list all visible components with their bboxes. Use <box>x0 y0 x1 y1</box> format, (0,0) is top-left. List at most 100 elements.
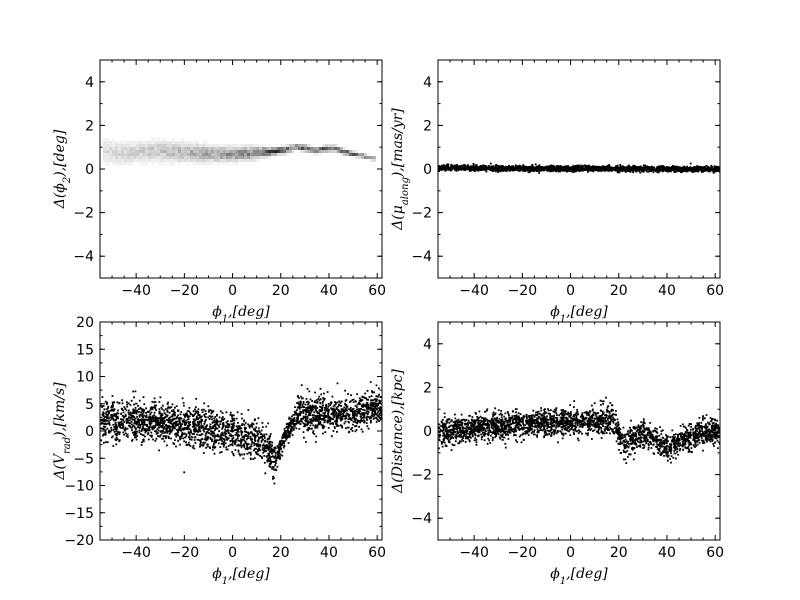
heatmap-cell <box>130 150 133 153</box>
heatmap-cell <box>244 147 247 150</box>
heatmap-cell <box>154 144 157 147</box>
heatmap-cell <box>226 153 229 156</box>
heatmap-cell <box>157 138 160 141</box>
heatmap-cell <box>106 156 109 159</box>
heatmap-cell <box>109 147 112 150</box>
heatmap-cell <box>115 162 118 165</box>
x-tick-label: −20 <box>508 283 538 299</box>
heatmap-cell <box>154 141 157 144</box>
y-tick-label: −20 <box>64 533 94 549</box>
x-tick-label: −20 <box>170 545 200 561</box>
heatmap-cell <box>223 159 226 162</box>
heatmap-cell <box>178 156 181 159</box>
heatmap-cell <box>196 153 199 156</box>
heatmap-cell <box>334 144 337 147</box>
heatmap-cell <box>157 147 160 150</box>
heatmap-cell <box>136 153 139 156</box>
heatmap-cell <box>133 156 136 159</box>
heatmap-cell <box>208 153 211 156</box>
heatmap-cell <box>262 156 265 159</box>
heatmap-cell <box>112 138 115 141</box>
heatmap-cell <box>145 144 148 147</box>
heatmap-cell <box>136 144 139 147</box>
heatmap-cell <box>349 150 352 153</box>
y-tick-label: 0 <box>423 162 432 178</box>
heatmap-cell <box>121 156 124 159</box>
data-marks <box>103 138 376 165</box>
heatmap-cell <box>253 159 256 162</box>
heatmap-cell <box>106 144 109 147</box>
heatmap-cell <box>232 162 235 165</box>
heatmap-cell <box>301 147 304 150</box>
heatmap-cell <box>304 147 307 150</box>
heatmap-cell <box>208 144 211 147</box>
heatmap-cell <box>232 153 235 156</box>
heatmap-cell <box>169 156 172 159</box>
heatmap-cell <box>232 156 235 159</box>
y-tick-label: −4 <box>73 249 94 265</box>
heatmap-cell <box>214 144 217 147</box>
heatmap-cell <box>136 147 139 150</box>
heatmap-cell <box>178 147 181 150</box>
x-tick-label: 20 <box>272 545 290 561</box>
heatmap-cell <box>220 144 223 147</box>
heatmap-cell <box>166 156 169 159</box>
heatmap-cell <box>193 144 196 147</box>
heatmap-cell <box>331 150 334 153</box>
heatmap-cell <box>169 150 172 153</box>
heatmap-cell <box>175 150 178 153</box>
x-tick-label: 20 <box>610 545 628 561</box>
heatmap-cell <box>187 159 190 162</box>
heatmap-cell <box>214 159 217 162</box>
heatmap-cell <box>190 159 193 162</box>
heatmap-cell <box>325 144 328 147</box>
heatmap-cell <box>313 147 316 150</box>
heatmap-cell <box>112 141 115 144</box>
heatmap-cell <box>163 162 166 165</box>
heatmap-cell <box>178 153 181 156</box>
heatmap-cell <box>103 138 106 141</box>
heatmap-cell <box>109 153 112 156</box>
heatmap-cell <box>172 144 175 147</box>
heatmap-cell <box>127 153 130 156</box>
heatmap-cell <box>121 150 124 153</box>
heatmap-cell <box>346 150 349 153</box>
heatmap-cell <box>166 147 169 150</box>
x-tick-label: 60 <box>368 545 386 561</box>
heatmap-cell <box>328 150 331 153</box>
heatmap-cell <box>235 153 238 156</box>
heatmap-cell <box>154 138 157 141</box>
heatmap-cell <box>265 156 268 159</box>
heatmap-cell <box>151 141 154 144</box>
heatmap-cell <box>118 162 121 165</box>
heatmap-cell <box>268 150 271 153</box>
heatmap-cell <box>208 150 211 153</box>
heatmap-cell <box>148 147 151 150</box>
heatmap-cell <box>166 141 169 144</box>
heatmap-cell <box>148 159 151 162</box>
heatmap-cell <box>169 162 172 165</box>
heatmap-cell <box>301 144 304 147</box>
heatmap-cell <box>187 162 190 165</box>
heatmap-cell <box>211 162 214 165</box>
heatmap-cell <box>142 159 145 162</box>
heatmap-cell <box>199 156 202 159</box>
heatmap-cell <box>256 159 259 162</box>
heatmap-cell <box>190 156 193 159</box>
heatmap-cell <box>187 153 190 156</box>
heatmap-cell <box>370 159 373 162</box>
heatmap-cell <box>223 150 226 153</box>
heatmap-cell <box>217 150 220 153</box>
heatmap-cell <box>247 147 250 150</box>
heatmap-cell <box>154 150 157 153</box>
heatmap-cell <box>172 147 175 150</box>
heatmap-cell <box>274 150 277 153</box>
heatmap-cell <box>286 150 289 153</box>
heatmap-cell <box>235 144 238 147</box>
heatmap-cell <box>151 156 154 159</box>
heatmap-cell <box>157 150 160 153</box>
heatmap-cell <box>211 147 214 150</box>
heatmap-cell <box>328 147 331 150</box>
heatmap-cell <box>256 150 259 153</box>
heatmap-cell <box>124 159 127 162</box>
